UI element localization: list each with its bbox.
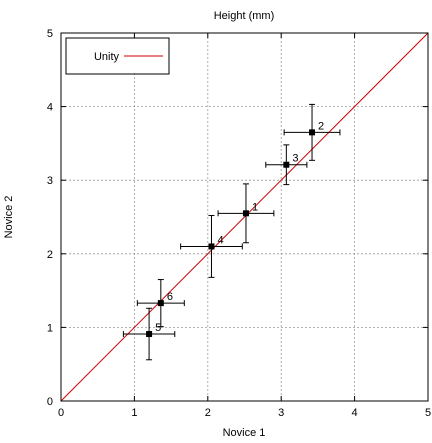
data-point-3: 3 [265, 144, 308, 186]
y-tick-label: 4 [47, 102, 53, 114]
data-point-2: 2 [283, 103, 341, 161]
x-tick-label: 0 [58, 407, 64, 419]
point-marker [309, 129, 316, 136]
y-tick-label: 0 [47, 396, 53, 408]
x-tick-label: 4 [352, 407, 358, 419]
y-axis-title: Novice 2 [3, 196, 15, 239]
y-tick-label: 1 [47, 322, 53, 334]
reference-line-group [60, 32, 429, 402]
x-tick-label: 5 [425, 407, 431, 419]
point-marker [208, 243, 215, 250]
unity-line [60, 32, 429, 402]
data-point-5: 5 [122, 307, 176, 361]
point-label: 5 [155, 322, 161, 334]
data-point-1: 1 [217, 183, 275, 244]
y-tick-label: 3 [47, 175, 53, 187]
x-tick-label: 3 [278, 407, 284, 419]
data-point-6: 6 [136, 279, 185, 328]
point-marker [157, 300, 164, 307]
legend-label-unity: Unity [94, 51, 120, 63]
chart-title: Height (mm) [214, 10, 275, 22]
point-label: 6 [167, 291, 173, 303]
grid-lines [61, 33, 428, 401]
plot-frame [60, 32, 429, 402]
point-label: 2 [318, 120, 324, 132]
y-tick-label: 2 [47, 249, 53, 261]
point-marker [146, 331, 153, 338]
y-tick-label: 5 [47, 28, 53, 40]
data-points-group: 1 2 3 4 5 6 [122, 103, 341, 361]
point-label: 3 [292, 153, 298, 165]
axis-ticks: 0 1 2 3 4 5 0 1 2 3 4 5 [47, 28, 431, 419]
x-tick-label: 2 [205, 407, 211, 419]
point-marker [283, 161, 290, 168]
data-point-4: 4 [180, 215, 243, 278]
x-tick-label: 1 [131, 407, 137, 419]
point-marker [242, 210, 249, 217]
legend: Unity [65, 37, 170, 75]
point-label: 4 [217, 234, 223, 246]
x-axis-title: Novice 1 [223, 427, 266, 439]
point-label: 1 [252, 201, 258, 213]
